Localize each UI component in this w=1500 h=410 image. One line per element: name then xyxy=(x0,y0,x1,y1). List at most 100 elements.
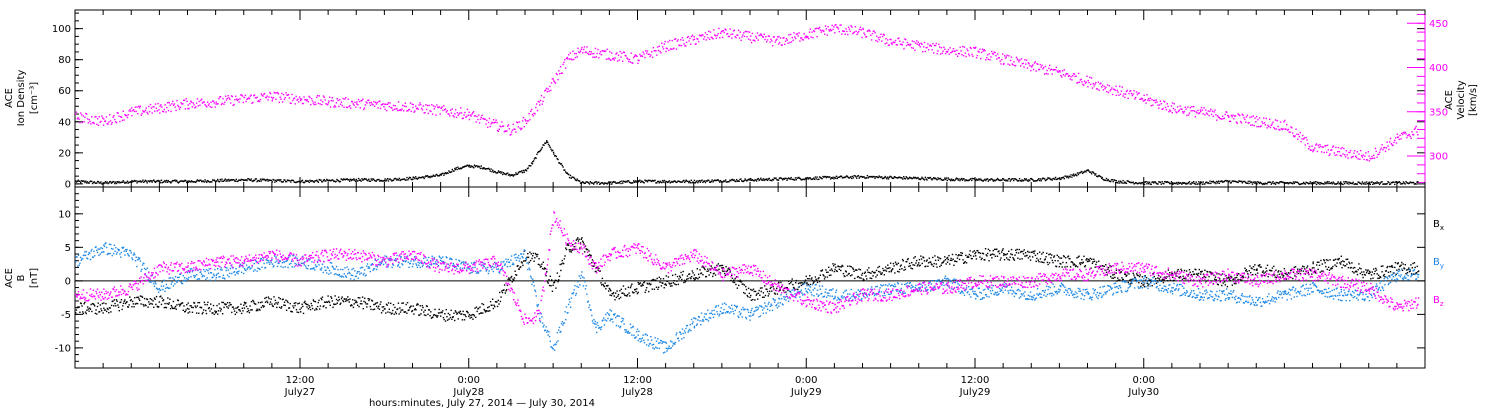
data-point xyxy=(451,108,453,110)
data-point xyxy=(726,181,729,183)
data-point xyxy=(1003,55,1006,57)
data-point xyxy=(475,316,477,319)
data-point xyxy=(400,178,402,181)
data-point xyxy=(749,296,751,299)
data-point xyxy=(263,93,265,95)
data-point xyxy=(90,303,92,306)
data-point xyxy=(461,319,464,321)
data-point xyxy=(159,180,161,182)
data-point xyxy=(473,115,476,117)
data-point xyxy=(656,54,658,56)
data-point xyxy=(578,180,580,182)
data-point xyxy=(485,168,487,170)
data-point xyxy=(666,280,668,283)
data-point xyxy=(498,303,500,305)
data-point xyxy=(402,302,405,304)
data-point xyxy=(378,305,380,307)
data-point xyxy=(363,108,365,111)
data-point xyxy=(483,308,485,311)
data-point xyxy=(964,260,966,263)
data-point xyxy=(90,123,92,125)
data-point xyxy=(447,113,449,115)
data-point xyxy=(238,179,240,181)
data-point xyxy=(613,295,615,297)
data-point xyxy=(565,172,568,174)
data-point xyxy=(665,47,668,49)
data-point xyxy=(278,178,280,181)
data-point xyxy=(930,45,932,47)
data-point xyxy=(1220,118,1222,120)
data-point xyxy=(335,180,337,183)
data-point xyxy=(941,52,943,55)
data-point xyxy=(562,262,565,265)
data-point xyxy=(278,296,280,299)
data-point xyxy=(1250,181,1253,183)
data-point xyxy=(413,176,415,179)
data-point xyxy=(1090,267,1092,269)
data-point xyxy=(724,28,726,30)
data-point xyxy=(458,168,461,170)
data-point xyxy=(866,278,868,280)
data-point xyxy=(895,176,897,179)
data-point xyxy=(755,294,758,296)
data-point xyxy=(1269,126,1272,129)
data-point xyxy=(487,121,490,124)
data-point xyxy=(1244,118,1246,121)
data-point xyxy=(1172,279,1174,282)
data-point xyxy=(491,304,493,307)
data-point xyxy=(890,42,893,44)
data-point xyxy=(1261,183,1263,185)
data-point xyxy=(1106,179,1109,182)
data-point xyxy=(583,243,585,245)
data-point xyxy=(608,57,610,60)
data-point xyxy=(456,168,458,171)
data-point xyxy=(268,297,270,300)
data-point xyxy=(1211,181,1214,183)
data-point xyxy=(1059,177,1061,179)
data-point xyxy=(264,96,267,99)
data-point xyxy=(328,301,331,304)
data-point xyxy=(605,285,608,287)
data-point xyxy=(361,296,364,298)
data-point xyxy=(750,299,753,301)
data-point xyxy=(255,303,257,305)
data-point xyxy=(311,307,314,310)
data-point xyxy=(743,284,746,286)
data-point xyxy=(369,104,372,107)
data-point xyxy=(911,268,914,270)
data-point xyxy=(931,264,933,266)
data-point xyxy=(390,179,392,181)
data-point xyxy=(887,267,890,269)
data-point xyxy=(1266,127,1268,129)
data-point xyxy=(881,35,884,38)
data-point xyxy=(320,99,322,101)
data-point xyxy=(1043,178,1046,180)
data-point xyxy=(1229,120,1232,123)
data-point xyxy=(1113,179,1115,181)
data-point xyxy=(1246,182,1249,184)
data-point xyxy=(602,283,604,286)
data-point xyxy=(1215,114,1217,116)
data-point xyxy=(624,288,627,290)
data-point xyxy=(1378,151,1381,154)
data-point xyxy=(420,107,423,110)
data-point xyxy=(667,181,670,183)
data-point xyxy=(1324,181,1326,184)
data-point xyxy=(1211,110,1214,112)
data-point xyxy=(1071,261,1073,263)
data-point xyxy=(476,115,478,118)
data-point xyxy=(618,297,620,300)
data-point xyxy=(913,264,916,266)
data-point xyxy=(534,257,536,259)
data-point xyxy=(524,118,526,121)
data-point xyxy=(1254,182,1256,184)
data-point xyxy=(1004,253,1006,256)
data-point xyxy=(668,180,671,182)
data-point xyxy=(1115,269,1118,271)
data-point xyxy=(948,178,950,181)
data-point xyxy=(292,98,295,100)
data-point xyxy=(446,172,448,174)
data-point xyxy=(814,176,817,178)
data-point xyxy=(612,180,615,183)
data-point xyxy=(1270,124,1272,127)
